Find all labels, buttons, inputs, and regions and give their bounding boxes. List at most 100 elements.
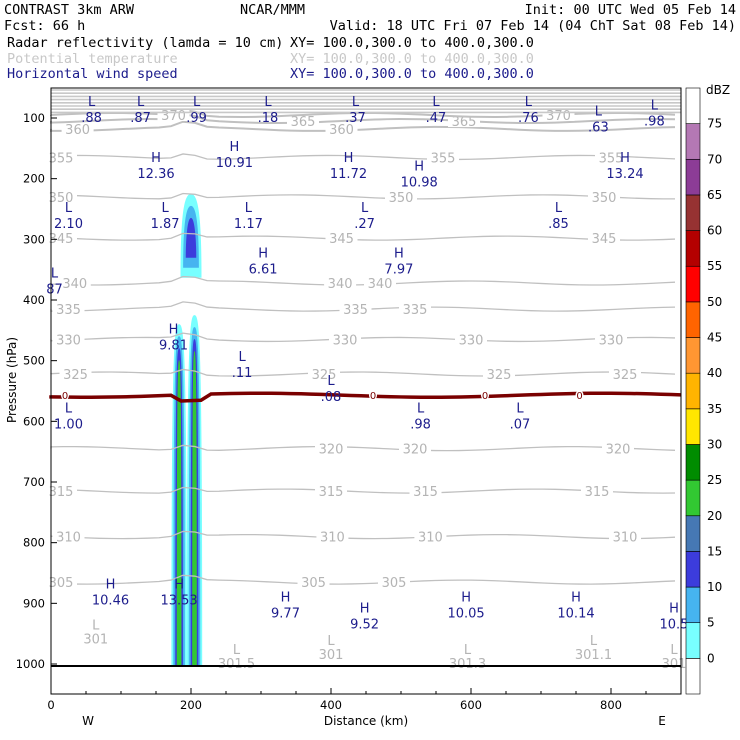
colorbar-level: 15 <box>707 544 722 558</box>
x-tick-label: 800 <box>600 698 622 712</box>
y-tick-label: 900 <box>23 596 45 610</box>
wind-extremum-value: 10.46 <box>92 593 129 608</box>
model-title: CONTRAST 3km ARW <box>4 2 135 18</box>
isentrope-marker: L <box>327 634 335 649</box>
isentrope-label: 345 <box>49 232 74 247</box>
x-tick-label: 200 <box>180 698 202 712</box>
isentrope-label: 301 <box>319 648 344 663</box>
y-axis-label: Pressure (hPa) <box>5 337 19 423</box>
wind-extremum-value: .88 <box>81 111 102 126</box>
wind-extremum-value: 1.00 <box>54 417 83 432</box>
isentrope-label-bg <box>52 332 85 346</box>
wind-extremum-type: L <box>555 201 563 216</box>
wind-extremum-type: H <box>571 591 581 606</box>
wind-extremum-type: L <box>65 201 73 216</box>
isentrope-label-bg <box>329 332 361 346</box>
isentrope-label: 320 <box>606 443 631 458</box>
isentrope-label-bg <box>609 529 641 543</box>
colorbar-swatch <box>685 444 701 481</box>
isentrope-label-bg <box>385 189 417 203</box>
colorbar-swatch <box>685 551 701 588</box>
zero-isotherm-marker-bg <box>481 390 489 401</box>
wind-extremum-value: 1.87 <box>151 217 180 232</box>
isentrope-label: 335 <box>56 303 81 318</box>
isentrope-label-bg <box>588 189 620 203</box>
wind-extremum-type: L <box>595 105 603 120</box>
colorbar-swatch <box>685 372 701 410</box>
wind-extremum-value: 11.72 <box>330 167 367 182</box>
wind-extremum-type: H <box>174 577 184 592</box>
isentrope-label: 320 <box>319 443 344 458</box>
colorbar-level: 0 <box>707 651 715 665</box>
isentrope-label: 325 <box>63 368 88 383</box>
colorbar-swatch <box>685 87 701 124</box>
east-end-label: E <box>658 714 666 728</box>
y-tick-label: 400 <box>23 293 45 307</box>
y-tick-label: 700 <box>23 475 45 489</box>
wind-extremum-value: .27 <box>354 217 375 232</box>
org-label: NCAR/MMM <box>240 2 305 18</box>
wind-extrema-layer: L.88L.87L.99L.18L.37L.47L.76 L.63L.98H12.… <box>46 95 688 633</box>
colorbar-level: 65 <box>707 188 722 202</box>
isentrope-label: 345 <box>329 232 354 247</box>
wind-extremum-type: L <box>65 401 73 416</box>
isentrope-label-bg <box>325 121 358 135</box>
wind-extremum-value: .11 <box>232 366 253 381</box>
colorbar-swatch <box>685 658 701 695</box>
isentrope-label: 340 <box>328 277 353 292</box>
isentrope-label-bg <box>483 367 515 381</box>
isentrope-label: 315 <box>585 485 610 500</box>
isentrope-marker: L <box>590 634 598 649</box>
colorbar: dBZ 0 5 10 15 20 25 30 35 40 45 50 55 60 65 70 75 <box>685 83 730 695</box>
isentrope-label: 320 <box>403 443 428 458</box>
isentrope-label: 305 <box>382 576 407 591</box>
isentrope-label: 325 <box>613 368 638 383</box>
wind-extremum-value: .87 <box>130 111 151 126</box>
wind-extremum-type: L <box>137 95 145 110</box>
wind-extremum-type: L <box>525 95 533 110</box>
wind-extremum-value: .76 <box>518 111 539 126</box>
zero-isotherm-label: 0 <box>482 391 488 402</box>
colorbar-swatch <box>685 230 701 267</box>
isentrope-label-bg <box>595 150 627 164</box>
isentrope-label-bg <box>45 575 77 589</box>
wind-extremum-value: .63 <box>588 121 609 136</box>
isentrope-line <box>50 444 676 452</box>
isentrope-label: 325 <box>487 368 512 383</box>
isentrope-label-bg <box>157 107 190 121</box>
isentrope-label: 345 <box>592 232 617 247</box>
wind-extremum-type: L <box>264 95 272 110</box>
isentrope-label-bg <box>414 529 447 543</box>
wind-extremum-value: .98 <box>410 417 431 432</box>
colorbar-swatch <box>685 265 701 303</box>
zero-isotherm-line <box>49 391 682 403</box>
wind-extremum-value: 9.77 <box>271 607 300 622</box>
wind-extremum-value: .07 <box>510 417 531 432</box>
isentrope-label: 310 <box>613 531 638 546</box>
isentrope-line <box>50 574 676 585</box>
isentrope-label: 335 <box>343 303 368 318</box>
wind-extremum-value: .98 <box>644 115 665 130</box>
wind-extremum-type: H <box>230 140 240 155</box>
isentrope-label: 305 <box>49 576 74 591</box>
isentrope-label-bg <box>339 302 372 316</box>
isentrope-label: 365 <box>291 115 316 130</box>
colorbar-swatch <box>685 408 701 445</box>
field-xy-wind: XY= 100.0,300.0 to 400.0,300.0 <box>290 66 534 82</box>
isentrope-label: 340 <box>62 277 87 292</box>
isentrope-label: 340 <box>368 277 393 292</box>
wind-extremum-type: H <box>344 151 354 166</box>
colorbar-swatch <box>685 479 701 517</box>
colorbar-level: 55 <box>707 259 722 273</box>
wind-extremum-type: L <box>161 201 169 216</box>
field-name-theta: Potential temperature <box>7 51 178 67</box>
isentrope-label: 370 <box>161 109 186 124</box>
wind-extremum-type: L <box>51 267 59 282</box>
wind-extremum-value: 2.10 <box>54 217 83 232</box>
isentrope-label: 301.1 <box>575 648 612 663</box>
zero-isotherm-layer: 0 0 0 0 <box>49 390 682 403</box>
isentrope-label-bg <box>399 441 431 455</box>
isentrope-label: 365 <box>452 115 477 130</box>
isentrope-label: 315 <box>49 485 74 500</box>
isentrope-label-bg <box>45 189 77 203</box>
